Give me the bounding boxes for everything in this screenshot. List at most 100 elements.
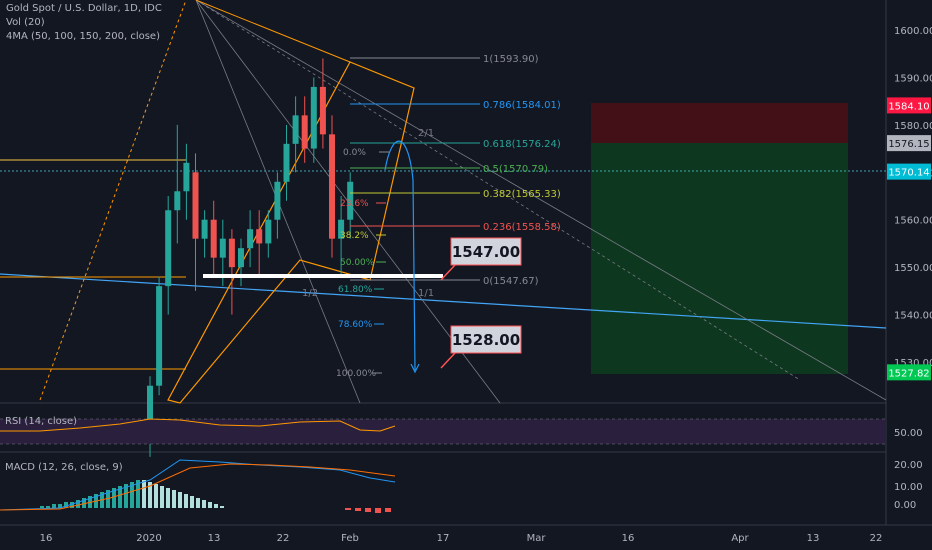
macd-histogram-bar-neg[interactable] bbox=[385, 508, 391, 512]
candle-body[interactable] bbox=[247, 229, 254, 249]
fib-extension-label: 61.80% bbox=[338, 285, 373, 295]
macd-histogram-bar[interactable] bbox=[52, 504, 56, 508]
macd-histogram-bar-neg[interactable] bbox=[365, 508, 371, 512]
candle-body[interactable] bbox=[283, 143, 290, 182]
macd-histogram-bar[interactable] bbox=[76, 500, 80, 508]
candles-group[interactable] bbox=[147, 58, 354, 457]
macd-line[interactable] bbox=[0, 459, 396, 511]
macd-signal-line[interactable] bbox=[0, 463, 396, 511]
position-target-zone[interactable] bbox=[591, 143, 848, 374]
macd-axis-tick: 20.00 bbox=[894, 460, 923, 471]
candle-body[interactable] bbox=[319, 86, 326, 135]
callout-1547[interactable]: 1547.00 bbox=[440, 237, 522, 281]
macd-histogram-bar[interactable] bbox=[136, 480, 140, 508]
fib-extension-label: 50.00% bbox=[340, 258, 375, 268]
macd-histogram-bar[interactable] bbox=[172, 490, 176, 508]
macd-histogram-bar[interactable] bbox=[148, 482, 152, 508]
macd-histogram-bar[interactable] bbox=[160, 486, 164, 508]
price-badge bbox=[887, 97, 931, 114]
ma-legend[interactable]: 4MA (50, 100, 150, 200, close) bbox=[6, 31, 160, 42]
callout-1528[interactable]: 1528.00 bbox=[440, 325, 522, 369]
macd-histogram-bar[interactable] bbox=[166, 488, 170, 508]
macd-histogram-bar[interactable] bbox=[64, 502, 68, 508]
candle-body[interactable] bbox=[147, 385, 153, 434]
price-badge bbox=[887, 163, 931, 180]
candle-body[interactable] bbox=[238, 248, 244, 268]
candle-body[interactable] bbox=[301, 115, 308, 149]
forecast-arrow-path[interactable] bbox=[384, 140, 416, 371]
price-badge-text: 1584.10 bbox=[888, 101, 929, 112]
candle-body[interactable] bbox=[201, 219, 208, 239]
rsi-band bbox=[0, 419, 886, 444]
candle-body[interactable] bbox=[292, 115, 299, 144]
macd-histogram-bar[interactable] bbox=[184, 494, 188, 508]
price-badges: 1584.10 1576.15 1570.14 1527.82 bbox=[887, 97, 931, 381]
position-stop-zone[interactable] bbox=[591, 103, 848, 143]
candle-body[interactable] bbox=[265, 219, 272, 244]
price-badge bbox=[887, 135, 931, 152]
gann-label: 1/2 bbox=[302, 288, 318, 299]
trendline-blue[interactable] bbox=[0, 273, 887, 329]
macd-histogram-bar[interactable] bbox=[196, 498, 200, 508]
macd-histogram-bar-neg[interactable] bbox=[345, 508, 351, 510]
time-axis-tick: 16 bbox=[622, 533, 635, 544]
triangle-upper-edge[interactable] bbox=[195, 0, 351, 63]
macd-histogram[interactable] bbox=[40, 480, 391, 513]
macd-histogram-bar[interactable] bbox=[154, 484, 158, 508]
candle-body[interactable] bbox=[256, 229, 263, 244]
candle-body[interactable] bbox=[219, 238, 226, 258]
candle-body[interactable] bbox=[183, 162, 190, 192]
candle-body[interactable] bbox=[347, 181, 354, 220]
price-axis-tick: 1530.00 bbox=[894, 358, 932, 369]
macd-histogram-bar[interactable] bbox=[208, 502, 212, 508]
macd-histogram-bar[interactable] bbox=[124, 484, 128, 508]
fib-level-label: 0.382(1565.33) bbox=[483, 189, 561, 200]
candle-body[interactable] bbox=[274, 181, 281, 220]
macd-histogram-bar-neg[interactable] bbox=[355, 508, 361, 511]
callout-box[interactable] bbox=[450, 325, 522, 354]
fib-level-label: 1(1593.90) bbox=[483, 54, 539, 65]
candle-body[interactable] bbox=[165, 210, 172, 287]
candle-body[interactable] bbox=[310, 86, 317, 149]
price-axis-tick: 1560.00 bbox=[894, 216, 932, 227]
callout-box[interactable] bbox=[450, 237, 522, 266]
macd-histogram-bar[interactable] bbox=[70, 502, 74, 508]
price-axis-tick: 1550.00 bbox=[894, 263, 932, 274]
macd-histogram-bar[interactable] bbox=[106, 490, 110, 508]
time-axis-tick: 17 bbox=[437, 533, 450, 544]
candle-body[interactable] bbox=[338, 219, 345, 239]
candle-body[interactable] bbox=[329, 134, 335, 239]
candle-body[interactable] bbox=[156, 286, 163, 386]
volume-legend[interactable]: Vol (20) bbox=[6, 17, 45, 28]
symbol-title[interactable]: Gold Spot / U.S. Dollar, 1D, IDC bbox=[6, 3, 162, 14]
macd-histogram-bar[interactable] bbox=[130, 482, 134, 508]
macd-histogram-bar[interactable] bbox=[142, 480, 146, 508]
macd-histogram-bar[interactable] bbox=[202, 500, 206, 508]
time-axis-tick: Apr bbox=[731, 533, 749, 544]
macd-histogram-bar[interactable] bbox=[112, 488, 116, 508]
time-axis-tick: 13 bbox=[208, 533, 221, 544]
macd-histogram-bar[interactable] bbox=[214, 504, 218, 508]
rsi-line[interactable] bbox=[0, 418, 396, 432]
time-axis[interactable]: 16 2020 13 22 Feb 17 Mar 16 Apr 13 22 bbox=[40, 533, 883, 544]
macd-histogram-bar[interactable] bbox=[118, 486, 122, 508]
macd-histogram-bar[interactable] bbox=[178, 492, 182, 508]
macd-histogram-bar[interactable] bbox=[220, 506, 224, 508]
price-badge-text: 1570.14 bbox=[888, 168, 929, 179]
ray-dashed-orange[interactable] bbox=[39, 0, 187, 401]
macd-histogram-bar[interactable] bbox=[58, 504, 62, 508]
macd-histogram-bar[interactable] bbox=[46, 506, 50, 508]
macd-histogram-bar[interactable] bbox=[40, 506, 44, 508]
price-axis-bg[interactable] bbox=[886, 0, 932, 550]
price-axis-tick: 1540.00 bbox=[894, 311, 932, 322]
macd-histogram-bar[interactable] bbox=[82, 498, 86, 508]
candle-body[interactable] bbox=[228, 238, 235, 268]
fib-extension-label: 0.0% bbox=[343, 148, 366, 158]
candle-body[interactable] bbox=[192, 172, 199, 239]
candle-body[interactable] bbox=[210, 219, 217, 258]
macd-histogram-bar[interactable] bbox=[190, 496, 194, 508]
candle-body[interactable] bbox=[174, 191, 181, 211]
fib-retracement[interactable]: 1(1593.90) 0.786(1584.01) 0.618(1576.24) 0.… bbox=[336, 54, 561, 379]
macd-histogram-bar-neg[interactable] bbox=[375, 508, 381, 513]
